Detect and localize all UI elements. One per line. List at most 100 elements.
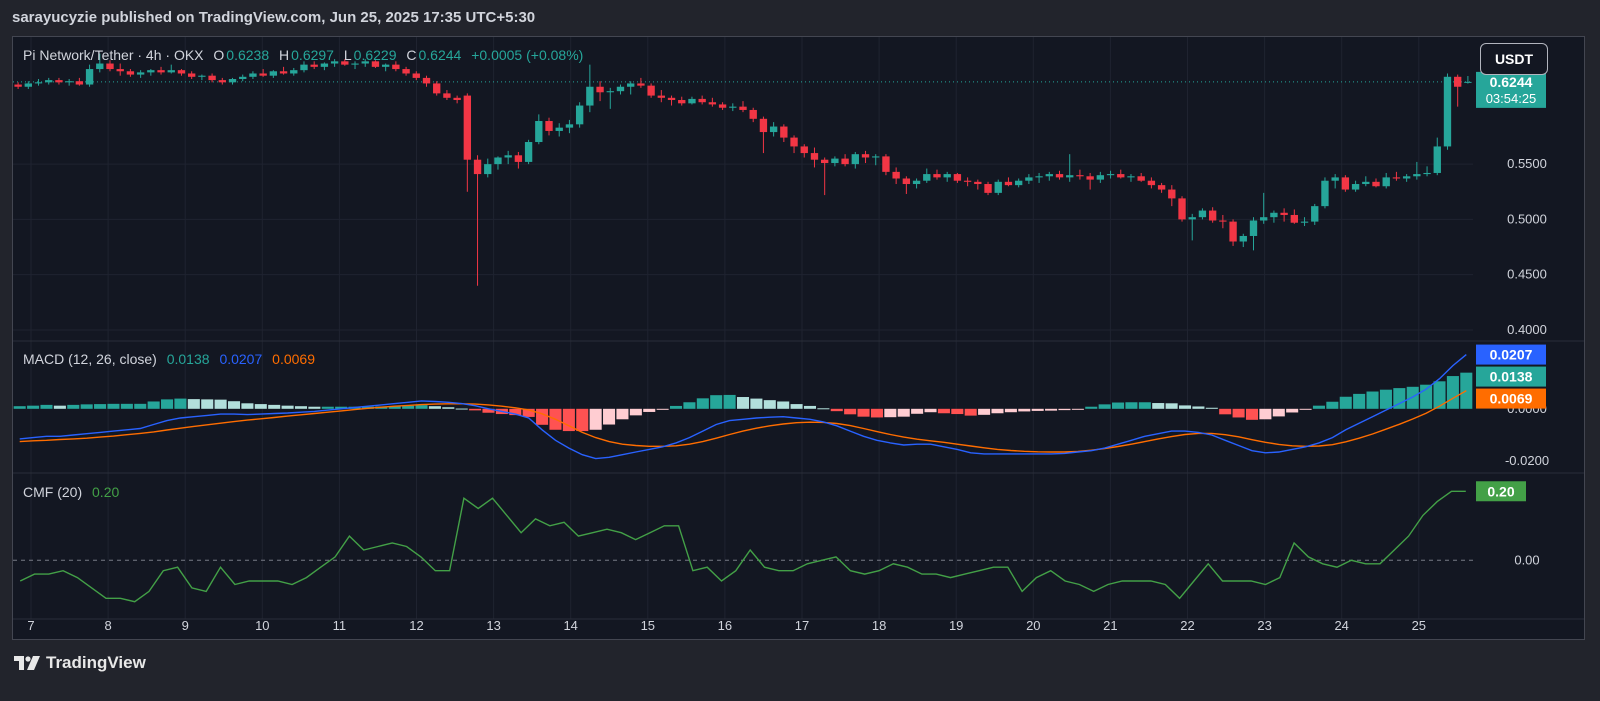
macd-hist-bar [134, 403, 147, 409]
price-badge [1476, 71, 1546, 108]
candle-body [1280, 212, 1288, 215]
candle-body [392, 64, 400, 70]
candle-body [984, 184, 992, 193]
cmf-line [19, 490, 1466, 603]
macd-hist-badge [1476, 366, 1546, 387]
macd-signal-badge-text: 0.0069 [1490, 391, 1533, 407]
tradingview-logo[interactable]: TradingView [14, 653, 146, 673]
cmf-value: 0.20 [92, 484, 120, 500]
x-tick-label: 9 [182, 618, 189, 633]
macd-hist-bar [790, 404, 803, 409]
macd-hist-bar [1446, 376, 1459, 409]
tradingview-logo-icon [14, 656, 40, 670]
candle-body [504, 155, 512, 158]
macd-hist-bar [1286, 408, 1299, 413]
candle-body [1086, 176, 1094, 180]
macd-hist-bar [428, 406, 441, 409]
macd-hist-bar [1339, 396, 1352, 409]
candle-body [831, 158, 839, 164]
macd-hist-bar [991, 408, 1004, 414]
macd-hist-bar [629, 408, 642, 416]
cmf-badge [1476, 481, 1526, 502]
x-tick-label: 18 [872, 618, 886, 633]
macd-hist-bar [964, 408, 977, 416]
macd-hist-bar [1192, 406, 1205, 409]
macd-hist-bar [844, 408, 857, 415]
candle-body [463, 95, 472, 160]
macd-legend: MACD (12, 26, close) 0.0138 0.0207 0.006… [23, 351, 317, 367]
macd-hist-bar [308, 406, 321, 409]
candle-body [116, 69, 124, 72]
macd-hist-bar [924, 408, 937, 413]
x-tick-label: 11 [333, 618, 347, 633]
candle-body [187, 73, 196, 77]
macd-hist-bar [1152, 403, 1165, 409]
candle-body [1454, 76, 1462, 87]
macd-hist-bar [321, 406, 334, 409]
candle-body [228, 79, 237, 83]
macd-hist-bar [857, 408, 870, 417]
candle-body [729, 106, 737, 108]
x-tick-label: 16 [718, 618, 732, 633]
candle-body [1229, 221, 1237, 242]
macd-hist-bar [1138, 402, 1151, 409]
candle-body [1300, 221, 1309, 223]
candle-body [974, 181, 982, 185]
macd-hist-bar [107, 403, 120, 409]
candle-body [1127, 176, 1135, 178]
cmf-badge-text: 0.20 [1487, 483, 1514, 499]
macd-hist-bar [214, 399, 227, 409]
macd-hist-bar [870, 408, 883, 418]
candle-body [126, 71, 135, 75]
macd-hist-bar [803, 405, 816, 409]
macd-hist-badge-text: 0.0138 [1490, 369, 1533, 385]
candle-body [412, 73, 420, 78]
candle-body [892, 171, 900, 179]
macd-hist-bar [13, 406, 26, 409]
macd-hist-bar [53, 405, 66, 409]
macd-hist-bar [1165, 403, 1178, 409]
macd-hist-bar [1205, 407, 1218, 409]
candle-body [1106, 174, 1115, 176]
candle-body [1270, 212, 1278, 218]
macd-hist-bar [1272, 408, 1285, 417]
macd-hist-bar [736, 397, 750, 409]
macd-hist-bar [562, 408, 575, 432]
candle-body [443, 93, 451, 98]
macd-title: MACD (12, 26, close) [23, 351, 157, 367]
candle-body [882, 156, 890, 172]
macd-hist-bar [80, 404, 93, 409]
candle-body [739, 106, 747, 110]
currency-button[interactable]: USDT [1480, 43, 1548, 75]
candle-body [24, 83, 32, 87]
candle-body [657, 95, 665, 98]
symbol-title: Pi Network/Tether · 4h · OKX [23, 47, 204, 63]
candle-body [1249, 220, 1258, 236]
candle-body [45, 80, 53, 83]
macd-hist-bar [696, 398, 709, 409]
candle-body [65, 81, 73, 83]
macd-hist-bar [455, 408, 468, 410]
change-value: +0.0005 (+0.08%) [471, 47, 584, 63]
macd-hist-bar [710, 395, 723, 409]
candle-body [259, 73, 267, 76]
low-value: 0.6229 [353, 47, 397, 63]
candle-body [1014, 180, 1023, 186]
macd-hist-bar [1085, 406, 1098, 409]
candle-body [1219, 220, 1227, 222]
macd-hist-bar [1018, 408, 1031, 412]
high-label: H [279, 47, 290, 63]
macd-hist-bar [469, 408, 482, 411]
macd-hist-bar [415, 405, 428, 409]
candle-body [310, 64, 318, 67]
candle-body [698, 98, 706, 103]
candle-body [708, 102, 717, 105]
candle-body [759, 118, 768, 133]
chart-frame[interactable]: 7 8 9 10 11 12 13 14 15 16 17 18 19 20 21 22 23 24 25 0.400… [12, 36, 1585, 640]
chart-canvas[interactable]: 7 8 9 10 11 12 13 14 15 16 17 18 19 20 21 22 23 24 25 0.400… [13, 37, 1584, 639]
macd-line-badge-text: 0.0207 [1490, 347, 1533, 363]
price-badge-countdown: 03:54:25 [1486, 91, 1537, 106]
macd-hist-bar [161, 399, 174, 409]
candle-body [514, 155, 523, 162]
macd-line-badge [1476, 344, 1546, 365]
